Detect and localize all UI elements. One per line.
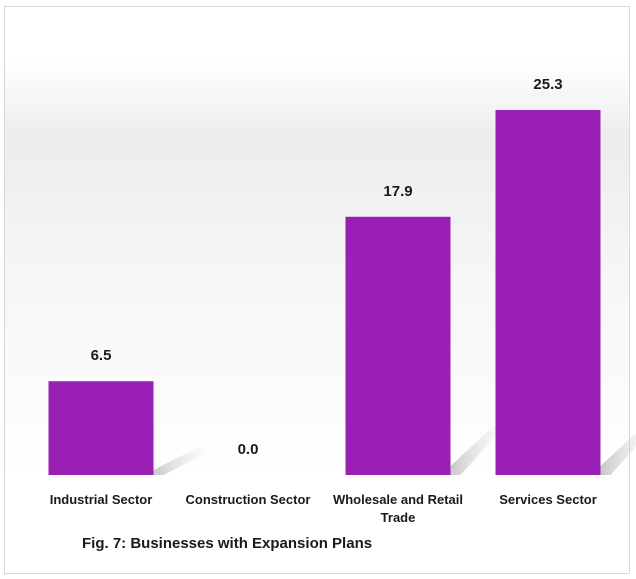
data-label: 17.9 (383, 183, 412, 200)
category-tick-label: Industrial Sector (50, 492, 153, 507)
category-tick-label: Services Sector (499, 492, 597, 507)
bar (495, 110, 601, 475)
bar-shadow (153, 442, 209, 475)
bar-shadow (600, 433, 636, 475)
bar (345, 216, 451, 475)
category-labels: Industrial Sector Construction Sector Whol… (50, 492, 597, 525)
category-tick-label: Construction Sector (186, 492, 311, 507)
data-label: 25.3 (533, 76, 562, 93)
data-label: 6.5 (91, 347, 112, 364)
bar-shadow (450, 415, 506, 475)
category-tick-label: Wholesale and Retail Trade (333, 492, 463, 525)
bar (48, 381, 154, 475)
bar-shadows (153, 415, 636, 475)
data-label: 0.0 (238, 441, 259, 458)
bars (48, 110, 601, 475)
figure-caption: Fig. 7: Businesses with Expansion Plans (82, 535, 373, 552)
value-labels: 6.5 0.0 17.9 25.3 (91, 76, 563, 458)
